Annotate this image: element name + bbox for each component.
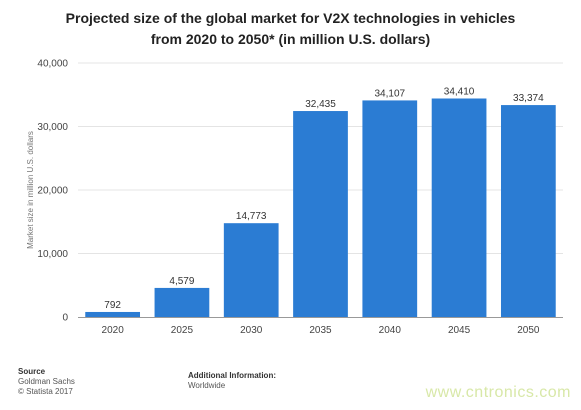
x-tick-label: 2035 xyxy=(309,325,332,336)
bar xyxy=(431,98,487,318)
x-tick-label: 2050 xyxy=(517,325,540,336)
bar-value-label: 4,579 xyxy=(169,276,194,287)
y-axis-label: Market size in million U.S. dollars xyxy=(26,131,35,249)
x-tick-label: 2025 xyxy=(171,325,194,336)
bar-value-label: 34,107 xyxy=(374,88,405,99)
chart-title: Projected size of the global market for … xyxy=(0,8,581,50)
source-block: Source Goldman Sachs © Statista 2017 xyxy=(18,367,75,397)
bar xyxy=(293,111,348,317)
source-heading: Source xyxy=(18,367,46,376)
bar xyxy=(500,105,556,317)
bar xyxy=(154,287,210,317)
x-tick-label: 2020 xyxy=(102,325,125,336)
bar xyxy=(362,100,418,317)
bar-value-label: 14,773 xyxy=(236,211,267,222)
bar xyxy=(85,311,141,317)
y-tick-label: 30,000 xyxy=(37,122,68,133)
chart-title-line-1: Projected size of the global market for … xyxy=(65,10,516,26)
x-tick-label: 2045 xyxy=(448,325,471,336)
source-name[interactable]: Goldman Sachs xyxy=(18,377,75,386)
chart-title-line-2: from 2020 to 2050* (in million U.S. doll… xyxy=(150,31,431,47)
bar-value-label: 33,374 xyxy=(513,93,544,104)
bar-value-label: 792 xyxy=(104,300,121,311)
additional-info-value: Worldwide xyxy=(188,381,226,390)
y-tick-label: 40,000 xyxy=(37,59,68,70)
bar xyxy=(223,223,279,317)
watermark-text: www.cntronics.com xyxy=(425,384,571,401)
x-tick-label: 2030 xyxy=(240,325,263,336)
y-tick-label: 0 xyxy=(62,313,68,324)
y-tick-label: 20,000 xyxy=(37,186,68,197)
x-tick-label: 2040 xyxy=(379,325,402,336)
bar-value-label: 32,435 xyxy=(305,99,336,110)
bar-value-label: 34,410 xyxy=(444,86,475,97)
additional-info-block: Additional Information: Worldwide xyxy=(188,371,276,391)
additional-info-heading: Additional Information: xyxy=(188,371,276,380)
copyright-text: © Statista 2017 xyxy=(18,387,73,396)
y-tick-label: 10,000 xyxy=(37,249,68,260)
